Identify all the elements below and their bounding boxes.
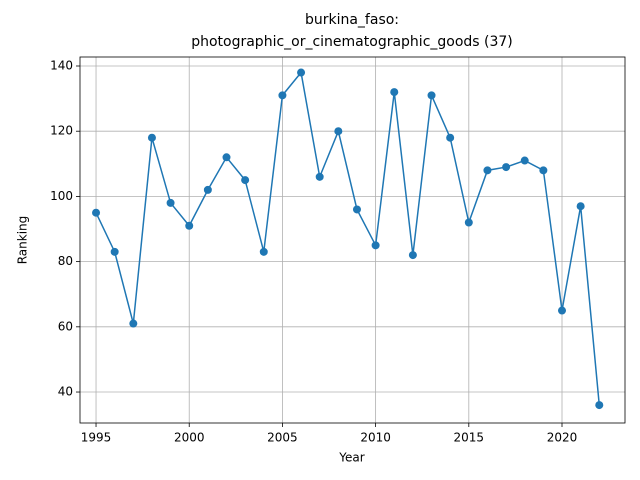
data-point bbox=[576, 202, 585, 211]
x-tick-label: 2000 bbox=[174, 431, 205, 445]
data-point bbox=[166, 198, 175, 207]
data-point bbox=[334, 127, 343, 136]
y-tick-label: 40 bbox=[58, 385, 73, 399]
data-point bbox=[278, 91, 287, 100]
data-point bbox=[408, 251, 417, 260]
data-point bbox=[446, 133, 455, 142]
x-tick-label: 2015 bbox=[454, 431, 485, 445]
data-point bbox=[371, 241, 380, 250]
y-tick-label: 60 bbox=[58, 319, 73, 333]
chart-title: photographic_or_cinematographic_goods (3… bbox=[191, 34, 513, 50]
data-point bbox=[520, 156, 529, 165]
data-point bbox=[352, 205, 361, 214]
x-tick-label: 2020 bbox=[547, 431, 578, 445]
y-tick-label: 100 bbox=[50, 189, 73, 203]
y-axis-label: Ranking bbox=[16, 216, 30, 265]
data-point bbox=[297, 68, 306, 77]
data-point bbox=[390, 88, 399, 97]
y-tick-label: 80 bbox=[58, 254, 73, 268]
data-point bbox=[147, 133, 156, 142]
data-point bbox=[539, 166, 548, 175]
x-tick-label: 2005 bbox=[267, 431, 298, 445]
data-point bbox=[464, 218, 473, 227]
x-axis-label: Year bbox=[338, 451, 364, 465]
data-point bbox=[427, 91, 436, 100]
data-point bbox=[185, 221, 194, 230]
data-point bbox=[502, 163, 511, 172]
data-point bbox=[203, 185, 212, 194]
y-tick-label: 120 bbox=[50, 124, 73, 138]
data-line bbox=[95, 70, 601, 406]
data-point bbox=[222, 153, 231, 162]
data-point bbox=[92, 208, 101, 217]
chart-title: burkina_faso: bbox=[305, 12, 399, 28]
plot-frame bbox=[79, 56, 626, 424]
data-point bbox=[259, 247, 268, 256]
data-point bbox=[595, 401, 604, 410]
data-point bbox=[110, 247, 119, 256]
data-point bbox=[483, 166, 492, 175]
y-tick-label: 140 bbox=[50, 58, 73, 72]
data-point bbox=[558, 306, 567, 315]
x-tick-label: 1995 bbox=[81, 431, 112, 445]
data-point bbox=[129, 319, 138, 328]
data-point bbox=[241, 176, 250, 185]
x-tick-label: 2010 bbox=[360, 431, 391, 445]
data-point bbox=[315, 172, 324, 181]
